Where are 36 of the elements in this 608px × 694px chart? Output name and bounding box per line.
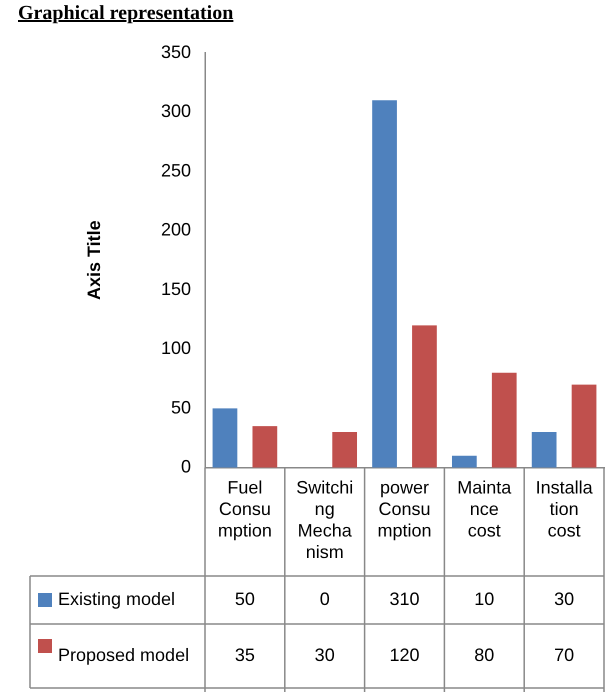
- y-tick-label: 250: [160, 160, 191, 180]
- y-tick-label: 350: [160, 42, 191, 62]
- legend-label: Existing model: [58, 588, 176, 609]
- x-tick-label: Installation cost: [536, 477, 594, 541]
- x-tick-label: Switching Mechanism: [296, 477, 354, 562]
- bar: [212, 408, 238, 468]
- legend-label: Proposed model: [58, 644, 190, 665]
- x-tick-label: Fuel Consumption: [218, 477, 272, 541]
- y-tick-label: 150: [160, 278, 191, 299]
- data-label: 10: [474, 588, 494, 609]
- y-axis-title: Axis Title: [84, 220, 104, 300]
- data-label: 30: [554, 588, 574, 609]
- x-tick-label: Maintance cost: [457, 477, 512, 541]
- y-tick-label: 0: [180, 456, 191, 477]
- bar: [332, 432, 358, 468]
- x-tick-label: power Consumption: [377, 477, 432, 541]
- data-label: 50: [234, 588, 255, 609]
- y-tick-label: 300: [160, 101, 191, 122]
- bar: [492, 372, 517, 468]
- data-label: 120: [389, 644, 420, 665]
- bar: [532, 432, 557, 468]
- bar: [372, 100, 397, 468]
- data-label: 310: [389, 588, 420, 609]
- data-label: 70: [554, 644, 574, 665]
- bar: [452, 456, 477, 468]
- y-tick-label: 200: [160, 220, 191, 240]
- bar: [572, 384, 596, 468]
- data-label: 35: [234, 644, 255, 665]
- y-tick-label: 50: [170, 397, 191, 418]
- data-label: 80: [474, 644, 494, 665]
- data-label: 0: [320, 588, 330, 609]
- y-tick-label: 100: [160, 338, 191, 358]
- data-label: 30: [314, 644, 335, 665]
- bar: [252, 426, 278, 468]
- bar: [412, 325, 437, 468]
- chart-title: Graphical representation: [17, 1, 234, 26]
